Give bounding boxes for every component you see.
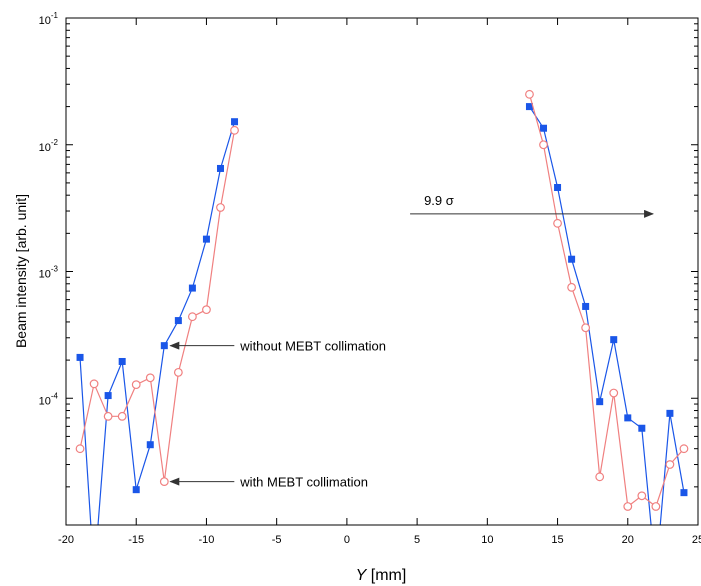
- annotation-label-without: without MEBT collimation: [239, 339, 386, 354]
- data-point-square: [160, 342, 168, 350]
- data-point-circle: [216, 203, 225, 212]
- data-point-circle: [103, 411, 113, 421]
- data-point-circle: [131, 380, 141, 390]
- y-tick-exponent: -3: [51, 265, 59, 274]
- data-point-circle: [173, 367, 183, 377]
- data-point-square: [666, 409, 674, 417]
- data-point-square: [624, 414, 632, 422]
- x-tick-label: 0: [344, 534, 350, 546]
- x-tick-label: 15: [551, 534, 563, 546]
- y-tick-exponent: -2: [51, 138, 59, 147]
- x-axis-variable: Y: [356, 567, 368, 584]
- annotation-label-sigma: 9.9 σ: [424, 193, 454, 208]
- y-tick-label: 10-3: [39, 265, 59, 281]
- data-point-square: [525, 103, 533, 111]
- data-point-circle: [75, 444, 85, 454]
- data-point-square: [104, 392, 112, 400]
- data-point-square: [76, 353, 84, 361]
- data-point-circle: [651, 502, 661, 511]
- x-tick-label: -15: [128, 534, 144, 546]
- x-tick-label: -20: [58, 534, 74, 546]
- data-point-square: [638, 424, 646, 432]
- y-tick-base: 10: [39, 395, 51, 407]
- data-point-circle: [665, 460, 675, 469]
- y-tick-exponent: -4: [51, 391, 59, 400]
- data-point-circle: [117, 411, 127, 421]
- x-axis-ticks: -20 -15 -10 -5 0 5 10 15 20 25: [58, 18, 701, 546]
- data-point-square: [652, 572, 659, 579]
- data-point-circle: [230, 125, 239, 135]
- series-2: [75, 89, 689, 511]
- series-1-line: [528, 106, 685, 525]
- y-tick-exponent: -1: [51, 11, 59, 20]
- data-point-square: [610, 336, 618, 344]
- data-point-square: [540, 124, 548, 132]
- data-point-square: [146, 441, 154, 449]
- data-point-circle: [89, 379, 99, 389]
- data-point-square: [582, 302, 590, 310]
- data-point-square: [596, 398, 604, 406]
- data-point-square: [132, 486, 140, 494]
- data-point-square: [568, 255, 576, 263]
- data-point-circle: [159, 477, 169, 486]
- data-point-square: [680, 489, 688, 497]
- x-tick-label: 25: [692, 534, 701, 546]
- plot-frame: [65, 17, 699, 526]
- series-1: [76, 103, 688, 579]
- y-axis-title: Beam intensity [arb. unit]: [13, 194, 29, 348]
- series-layer: [75, 89, 689, 579]
- data-point-square: [174, 317, 182, 325]
- data-point-circle: [202, 305, 211, 315]
- data-point-square: [118, 357, 126, 365]
- x-tick-label: 5: [414, 534, 420, 546]
- y-tick-base: 10: [39, 269, 51, 281]
- data-point-circle: [637, 491, 647, 501]
- x-tick-label: -10: [198, 534, 214, 546]
- data-point-circle: [567, 282, 576, 292]
- data-point-circle: [553, 218, 562, 228]
- x-axis-unit: [mm]: [366, 567, 406, 584]
- data-point-circle: [581, 323, 591, 333]
- data-point-square: [554, 183, 562, 191]
- x-tick-label: 20: [622, 534, 634, 546]
- data-point-circle: [145, 373, 155, 383]
- y-tick-label: 10-1: [39, 11, 59, 27]
- data-point-square: [202, 235, 210, 243]
- x-axis-title: Y [mm]: [356, 567, 407, 584]
- series-1-line: [79, 121, 236, 525]
- data-point-square: [188, 284, 196, 292]
- data-point-square: [91, 572, 98, 579]
- data-point-square: [216, 164, 224, 172]
- y-axis-ticks: 10-410-310-210-1: [39, 11, 698, 488]
- data-point-circle: [595, 472, 605, 482]
- x-tick-label: -5: [272, 534, 282, 546]
- data-point-circle: [539, 140, 548, 150]
- series-2-line: [79, 130, 236, 482]
- y-tick-base: 10: [39, 142, 51, 154]
- data-point-circle: [187, 312, 197, 322]
- data-point-circle: [623, 502, 633, 511]
- data-point-circle: [609, 388, 619, 398]
- series-2-line: [528, 94, 685, 508]
- y-tick-base: 10: [39, 15, 51, 27]
- x-tick-label: 10: [481, 534, 493, 546]
- annotation-label-with: with MEBT collimation: [239, 475, 368, 490]
- annotations: without MEBT collimation with MEBT collim…: [169, 193, 655, 490]
- data-point-circle: [679, 444, 689, 454]
- data-point-circle: [525, 89, 534, 99]
- y-tick-label: 10-4: [39, 391, 59, 407]
- data-point-square: [231, 118, 239, 126]
- y-tick-label: 10-2: [39, 138, 59, 154]
